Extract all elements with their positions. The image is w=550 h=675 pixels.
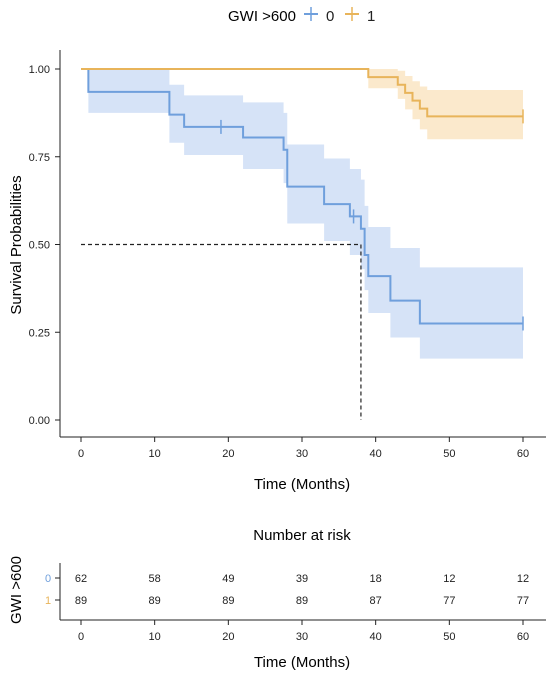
risk-count-1: 77 (443, 595, 455, 607)
risk-count-1: 89 (296, 595, 308, 607)
risk-x-axis-label: Time (Months) (254, 654, 350, 671)
x-tick-label: 10 (149, 448, 161, 460)
risk-x-tick-label: 20 (222, 631, 234, 643)
x-tick-label: 60 (517, 448, 529, 460)
legend: GWI >600 0 1 (228, 7, 375, 25)
y-tick-label: 0.50 (29, 240, 50, 252)
risk-x-tick-label: 30 (296, 631, 308, 643)
risk-x-tick-label: 40 (370, 631, 382, 643)
y-tick-label: 0.75 (29, 152, 50, 164)
confidence-band-0 (81, 69, 523, 359)
risk-count-0: 12 (517, 573, 529, 585)
risk-count-0: 62 (75, 573, 87, 585)
risk-count-1: 89 (149, 595, 161, 607)
legend-title: GWI >600 (228, 8, 296, 25)
y-tick-label: 0.00 (29, 415, 50, 427)
x-tick-label: 50 (443, 448, 455, 460)
risk-count-1: 77 (517, 595, 529, 607)
y-tick-label: 0.25 (29, 327, 50, 339)
risk-count-1: 87 (370, 595, 382, 607)
risk-count-0: 49 (222, 573, 234, 585)
survival-curve-0 (81, 68, 523, 325)
risk-x-tick-label: 0 (78, 631, 84, 643)
risk-count-0: 39 (296, 573, 308, 585)
risk-x-tick-label: 60 (517, 631, 529, 643)
risk-count-1: 89 (75, 595, 87, 607)
x-tick-label: 0 (78, 448, 84, 460)
survival-plot: 0 10 20 30 40 50 60 0.00 0.25 0.50 0.75 1.00 Time … (8, 50, 546, 493)
risk-strata-label-1: 1 (45, 595, 51, 607)
x-axis-label: Time (Months) (254, 476, 350, 493)
confidence-band-1 (81, 69, 523, 140)
risk-x-tick-label: 10 (149, 631, 161, 643)
risk-x-tick-label: 50 (443, 631, 455, 643)
risk-table-title: Number at risk (253, 527, 351, 544)
y-axis-label: Survival Probabilities (8, 175, 25, 314)
x-tick-label: 20 (222, 448, 234, 460)
survival-curve-1 (81, 68, 523, 118)
risk-table-y-label: GWI >600 (8, 556, 25, 624)
risk-count-0: 12 (443, 573, 455, 585)
risk-count-0: 58 (149, 573, 161, 585)
y-tick-label: 1.00 (29, 64, 50, 76)
risk-count-0: 18 (370, 573, 382, 585)
risk-strata-label-0: 0 (45, 573, 51, 585)
risk-table: Number at risk GWI >600 0 62 58 49 39 18 12 12 1… (8, 527, 546, 671)
legend-label-1: 1 (367, 8, 375, 25)
x-tick-label: 40 (370, 448, 382, 460)
x-tick-label: 30 (296, 448, 308, 460)
legend-label-0: 0 (326, 8, 334, 25)
risk-count-1: 89 (222, 595, 234, 607)
